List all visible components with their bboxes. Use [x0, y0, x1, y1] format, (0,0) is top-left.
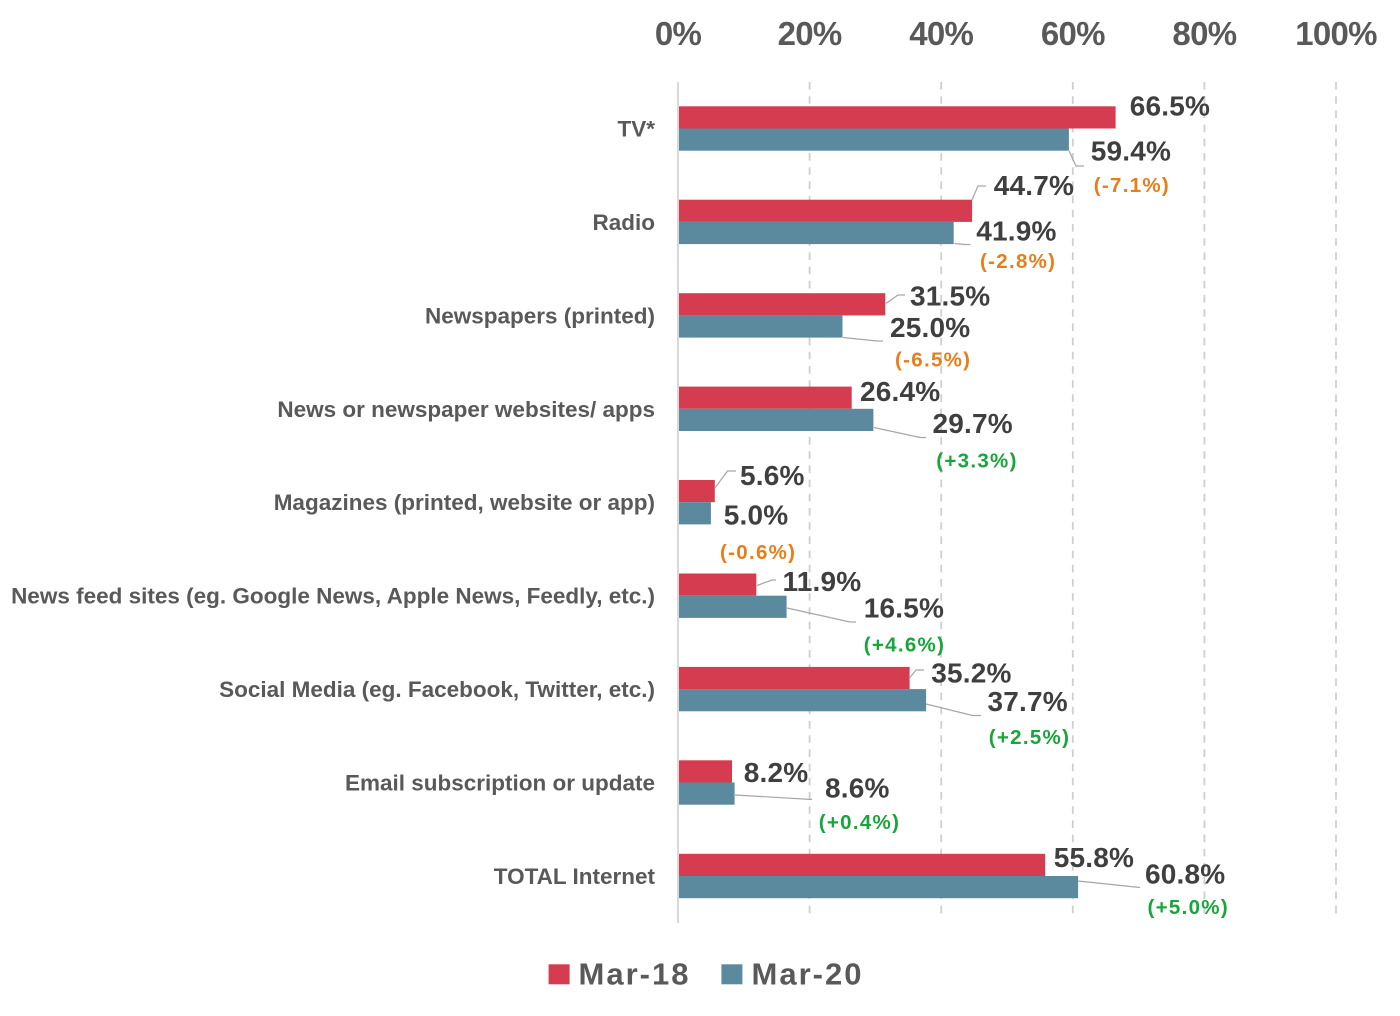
svg-text:News feed sites (eg. Google Ne: News feed sites (eg. Google News, Apple … — [11, 584, 655, 609]
svg-text:55.8%: 55.8% — [1054, 842, 1134, 873]
svg-text:5.0%: 5.0% — [724, 499, 789, 530]
svg-text:(-2.8%): (-2.8%) — [980, 250, 1056, 273]
svg-text:TV*: TV* — [617, 117, 655, 142]
svg-text:Email subscription or update: Email subscription or update — [345, 771, 655, 796]
svg-text:(+3.3%): (+3.3%) — [936, 450, 1017, 473]
svg-text:Mar-20: Mar-20 — [752, 957, 864, 992]
svg-text:(-7.1%): (-7.1%) — [1094, 174, 1170, 197]
svg-text:(+5.0%): (+5.0%) — [1148, 896, 1229, 919]
svg-text:(+4.6%): (+4.6%) — [864, 634, 945, 657]
svg-text:60.8%: 60.8% — [1145, 858, 1225, 889]
svg-text:0%: 0% — [655, 15, 702, 52]
svg-text:16.5%: 16.5% — [864, 593, 944, 624]
svg-text:35.2%: 35.2% — [931, 657, 1011, 688]
svg-text:8.2%: 8.2% — [744, 757, 809, 788]
svg-text:41.9%: 41.9% — [976, 216, 1056, 247]
svg-text:11.9%: 11.9% — [783, 566, 862, 597]
svg-text:Newspapers (printed): Newspapers (printed) — [425, 303, 655, 328]
svg-text:60%: 60% — [1041, 15, 1105, 52]
svg-text:Magazines (printed, website or: Magazines (printed, website or app) — [274, 490, 655, 515]
svg-text:44.7%: 44.7% — [994, 170, 1074, 201]
svg-text:40%: 40% — [909, 15, 973, 52]
svg-text:29.7%: 29.7% — [933, 408, 1013, 439]
svg-text:(+2.5%): (+2.5%) — [989, 726, 1070, 749]
svg-text:20%: 20% — [778, 15, 842, 52]
svg-text:Radio: Radio — [592, 210, 655, 235]
svg-text:(+0.4%): (+0.4%) — [819, 811, 900, 834]
svg-text:(-6.5%): (-6.5%) — [895, 349, 971, 372]
svg-text:(-0.6%): (-0.6%) — [720, 541, 796, 564]
svg-text:66.5%: 66.5% — [1130, 91, 1210, 122]
svg-text:News or newspaper websites/ ap: News or newspaper websites/ apps — [277, 397, 655, 422]
svg-text:TOTAL Internet: TOTAL Internet — [494, 864, 656, 889]
svg-text:5.6%: 5.6% — [740, 460, 805, 491]
svg-text:100%: 100% — [1295, 15, 1377, 52]
svg-text:37.7%: 37.7% — [988, 686, 1068, 717]
svg-text:Mar-18: Mar-18 — [579, 957, 691, 992]
svg-text:26.4%: 26.4% — [860, 376, 940, 407]
svg-text:59.4%: 59.4% — [1091, 135, 1171, 166]
svg-text:8.6%: 8.6% — [825, 773, 890, 804]
svg-text:80%: 80% — [1172, 15, 1236, 52]
svg-text:Social Media (eg. Facebook, Tw: Social Media (eg. Facebook, Twitter, etc… — [219, 677, 655, 702]
svg-text:25.0%: 25.0% — [890, 312, 970, 343]
svg-text:31.5%: 31.5% — [910, 281, 990, 312]
